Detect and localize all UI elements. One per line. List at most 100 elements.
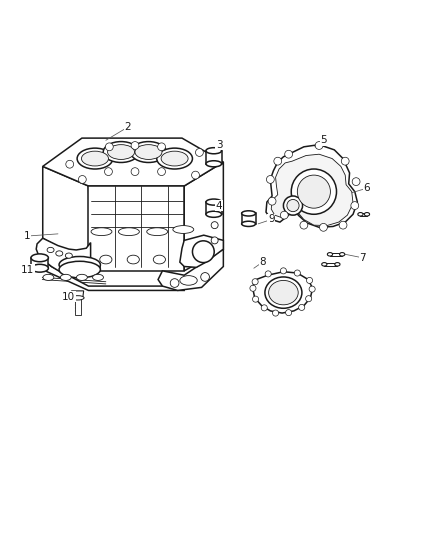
Ellipse shape — [153, 255, 166, 264]
Ellipse shape — [135, 144, 162, 159]
Circle shape — [291, 169, 336, 214]
Circle shape — [192, 241, 214, 263]
Circle shape — [253, 296, 258, 302]
Circle shape — [299, 304, 305, 310]
Ellipse shape — [59, 261, 100, 278]
Circle shape — [268, 197, 276, 205]
Ellipse shape — [43, 274, 54, 280]
Circle shape — [352, 177, 360, 185]
Circle shape — [265, 271, 271, 277]
Text: 5: 5 — [320, 135, 327, 146]
Text: 11: 11 — [21, 265, 34, 275]
Ellipse shape — [92, 274, 103, 280]
Polygon shape — [158, 249, 223, 290]
Circle shape — [285, 150, 293, 158]
Circle shape — [195, 149, 203, 156]
Circle shape — [287, 199, 299, 212]
Ellipse shape — [157, 148, 192, 169]
Polygon shape — [266, 144, 357, 228]
Ellipse shape — [335, 263, 340, 266]
Polygon shape — [35, 254, 184, 290]
Text: 8: 8 — [259, 257, 266, 267]
Ellipse shape — [100, 255, 112, 264]
Circle shape — [201, 272, 209, 281]
Polygon shape — [71, 291, 84, 298]
Ellipse shape — [242, 211, 255, 216]
Polygon shape — [43, 138, 223, 186]
Circle shape — [339, 221, 347, 229]
Polygon shape — [184, 162, 223, 271]
Text: 10: 10 — [62, 292, 75, 302]
Circle shape — [320, 223, 327, 231]
Polygon shape — [324, 263, 337, 266]
Circle shape — [252, 279, 258, 285]
Polygon shape — [43, 166, 91, 253]
Circle shape — [66, 160, 74, 168]
Polygon shape — [206, 151, 222, 164]
Ellipse shape — [77, 274, 87, 280]
Circle shape — [131, 168, 139, 175]
Ellipse shape — [65, 253, 72, 258]
Polygon shape — [180, 235, 223, 268]
Text: 1: 1 — [24, 231, 31, 241]
Polygon shape — [31, 258, 48, 268]
Ellipse shape — [81, 151, 109, 166]
Polygon shape — [36, 238, 91, 277]
Circle shape — [307, 277, 313, 284]
Ellipse shape — [173, 225, 194, 233]
Circle shape — [250, 285, 256, 292]
Ellipse shape — [147, 228, 168, 236]
Ellipse shape — [127, 255, 139, 264]
Circle shape — [106, 143, 113, 151]
Polygon shape — [360, 213, 367, 216]
Circle shape — [261, 305, 267, 311]
Circle shape — [170, 279, 179, 287]
Text: 3: 3 — [215, 140, 223, 150]
Ellipse shape — [206, 211, 222, 217]
Circle shape — [309, 286, 315, 292]
Polygon shape — [330, 253, 342, 256]
Ellipse shape — [31, 254, 48, 262]
Circle shape — [306, 296, 312, 302]
Ellipse shape — [206, 161, 222, 167]
Polygon shape — [253, 272, 313, 313]
Ellipse shape — [118, 228, 139, 236]
Circle shape — [297, 175, 330, 208]
Circle shape — [283, 196, 303, 215]
Polygon shape — [271, 154, 353, 225]
Circle shape — [341, 157, 349, 165]
Text: 2: 2 — [124, 122, 131, 132]
Circle shape — [211, 222, 218, 229]
Ellipse shape — [322, 263, 327, 266]
Ellipse shape — [265, 277, 302, 308]
Ellipse shape — [131, 142, 166, 163]
Ellipse shape — [242, 221, 255, 227]
Circle shape — [105, 168, 113, 175]
Ellipse shape — [71, 296, 84, 300]
Ellipse shape — [268, 280, 298, 305]
Ellipse shape — [91, 228, 112, 236]
Circle shape — [191, 171, 199, 179]
Circle shape — [158, 168, 166, 175]
Ellipse shape — [327, 253, 332, 256]
Ellipse shape — [339, 253, 345, 256]
Text: 7: 7 — [359, 253, 366, 263]
Ellipse shape — [161, 151, 188, 166]
Ellipse shape — [180, 276, 197, 285]
Ellipse shape — [364, 213, 370, 216]
Ellipse shape — [103, 142, 139, 163]
Circle shape — [294, 270, 300, 276]
Polygon shape — [88, 186, 184, 271]
Circle shape — [78, 175, 86, 183]
Circle shape — [286, 310, 292, 316]
Polygon shape — [206, 202, 222, 214]
Ellipse shape — [206, 148, 222, 154]
Circle shape — [274, 157, 282, 165]
Circle shape — [272, 310, 279, 316]
Circle shape — [131, 142, 139, 149]
Circle shape — [315, 142, 323, 149]
Circle shape — [158, 143, 166, 151]
Ellipse shape — [108, 144, 134, 159]
Circle shape — [280, 211, 288, 219]
Polygon shape — [242, 213, 255, 224]
